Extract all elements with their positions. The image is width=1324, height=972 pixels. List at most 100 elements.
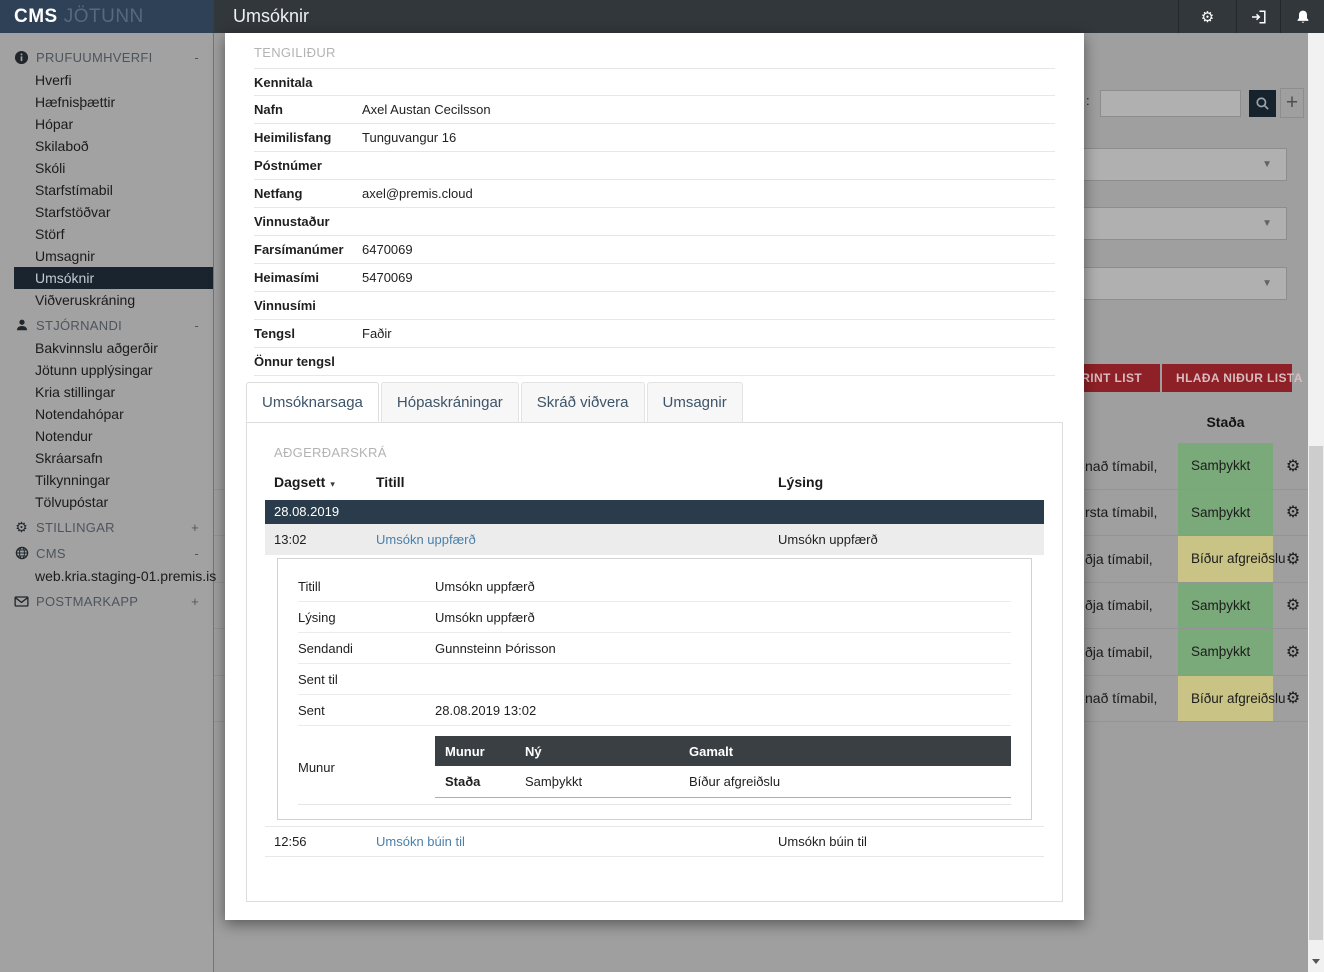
- tab-hopaskraningar[interactable]: Hópaskráningar: [380, 382, 519, 422]
- detail-value: 28.08.2019 13:02: [435, 702, 537, 718]
- entry-title-link[interactable]: Umsókn uppfærð: [376, 532, 476, 547]
- detail-label: Munur: [298, 759, 335, 775]
- collapse-toggle[interactable]: -: [194, 49, 199, 65]
- sidebar-item-web-kria-staging[interactable]: web.kria.staging-01.premis.is: [35, 568, 217, 584]
- entry-title-link[interactable]: Umsókn búin til: [376, 834, 465, 849]
- sidebar-item-storf[interactable]: Störf: [35, 226, 65, 242]
- field-label: Póstnúmer: [254, 158, 322, 173]
- field-label: Kennitala: [254, 74, 313, 90]
- expand-toggle[interactable]: +: [191, 519, 199, 535]
- entry-description: Umsókn uppfærð: [778, 532, 878, 547]
- entry-time: 12:56: [274, 834, 307, 849]
- column-header-lysing[interactable]: Lýsing: [778, 474, 824, 490]
- row-actions-gear-icon[interactable]: ⚙: [1285, 550, 1301, 568]
- notifications-button[interactable]: [1280, 0, 1324, 33]
- row-actions-gear-icon[interactable]: ⚙: [1285, 504, 1301, 522]
- bell-icon: [1295, 9, 1311, 25]
- field-value: axel@premis.cloud: [362, 186, 473, 201]
- sidebar-item-bakvinnslu-adgerdir[interactable]: Bakvinnslu aðgerðir: [35, 340, 158, 356]
- search-input[interactable]: [1100, 90, 1241, 117]
- field-row-tengsl: Tengsl Faðir: [254, 320, 1055, 348]
- search-button[interactable]: [1249, 90, 1276, 117]
- sidebar-item-starfstodvar[interactable]: Starfstöðvar: [35, 204, 111, 220]
- logout-button[interactable]: [1236, 0, 1280, 33]
- tab-umsoknarsaga[interactable]: Umsóknarsaga: [246, 382, 379, 422]
- detail-tabs: Umsóknarsaga Hópaskráningar Skráð viðver…: [246, 382, 1063, 423]
- sidebar-item-notendahopar[interactable]: Notendahópar: [35, 406, 124, 422]
- sidebar-item-hverfi[interactable]: Hverfi: [35, 72, 72, 88]
- sidebar-item-hopar[interactable]: Hópar: [35, 116, 74, 132]
- sidebar-section-label: CMS: [36, 545, 66, 561]
- detail-value: Gunnsteinn Þórisson: [435, 640, 556, 656]
- sidebar-item-umsoknir[interactable]: Umsóknir: [14, 267, 213, 289]
- field-value: 5470069: [362, 270, 413, 285]
- chevron-down-icon: ▼: [1262, 278, 1272, 289]
- detail-label: Sent til: [298, 671, 338, 687]
- sidebar-item-haefnisthaettir[interactable]: Hæfnisþættir: [35, 94, 116, 110]
- sidebar-item-skoli[interactable]: Skóli: [35, 160, 66, 176]
- field-label: Heimasími: [254, 270, 320, 285]
- sidebar: PRUFUUMHVERFI - Hverfi Hæfnisþættir Hópa…: [0, 33, 217, 972]
- status-badge: Bíður afgreiðslu: [1178, 675, 1286, 721]
- sidebar-item-vidveruskraning[interactable]: Viðveruskráning: [35, 292, 136, 308]
- tab-skrad-vidvera[interactable]: Skráð viðvera: [520, 382, 645, 422]
- top-bar: CMS JÖTUNN Umsóknir ⚙: [0, 0, 1324, 33]
- sidebar-item-jotunn-upplysingar[interactable]: Jötunn upplýsingar: [35, 362, 153, 378]
- vertical-scrollbar[interactable]: [1308, 33, 1324, 972]
- column-header-dagsett[interactable]: Dagsett ▾: [274, 474, 335, 490]
- arrow-down-icon: [1312, 958, 1320, 964]
- sidebar-item-tilkynningar[interactable]: Tilkynningar: [35, 472, 110, 488]
- row-actions-gear-icon[interactable]: ⚙: [1285, 597, 1301, 615]
- expand-toggle[interactable]: +: [191, 593, 199, 609]
- sidebar-item-skraarsafn[interactable]: Skráarsafn: [35, 450, 103, 466]
- sidebar-item-tolvupostar[interactable]: Tölvupóstar: [35, 494, 109, 510]
- sign-out-icon: [1251, 9, 1267, 25]
- field-label: Heimilisfang: [254, 130, 332, 145]
- sidebar-item-notendur[interactable]: Notendur: [35, 428, 93, 444]
- tab-content: AÐGERÐARSKRÁ Dagsett ▾ Titill Lýsing 28.0…: [246, 423, 1063, 902]
- tab-umsagnir[interactable]: Umsagnir: [646, 382, 743, 422]
- detail-row-sendandi: Sendandi Gunnsteinn Þórisson: [298, 633, 1011, 664]
- diff-col-ny: Ný: [525, 743, 542, 759]
- download-list-button[interactable]: HLAÐA NIÐUR LISTA: [1162, 364, 1302, 392]
- application-detail-modal: TENGILIÐUR Kennitala Nafn Axel Austan Ce…: [225, 33, 1084, 920]
- action-log-title: AÐGERÐARSKRÁ: [274, 445, 387, 460]
- collapse-toggle[interactable]: -: [194, 317, 199, 333]
- sidebar-item-umsagnir[interactable]: Umsagnir: [35, 248, 95, 264]
- sidebar-section-label: STILLINGAR: [36, 519, 115, 535]
- sidebar-section-stjornandi[interactable]: STJÓRNANDI -: [0, 313, 213, 337]
- scrollbar-thumb[interactable]: [1309, 446, 1323, 940]
- sidebar-section-cms[interactable]: CMS -: [0, 541, 213, 565]
- log-entry: 12:56 Umsókn búin til Umsókn búin til: [265, 826, 1044, 857]
- column-header-titill[interactable]: Titill: [376, 474, 405, 490]
- sidebar-item-starfstimabil[interactable]: Starfstímabil: [35, 182, 113, 198]
- diff-col-munur: Munur: [445, 743, 485, 759]
- sidebar-section-postmarkapp[interactable]: POSTMARKAPP +: [0, 589, 213, 613]
- chevron-down-icon: ▼: [1262, 159, 1272, 170]
- field-row-kennitala: Kennitala: [254, 68, 1055, 96]
- collapse-toggle[interactable]: -: [194, 545, 199, 561]
- sidebar-item-skilabod[interactable]: Skilaboð: [35, 138, 89, 154]
- detail-value: Umsókn uppfærð: [435, 578, 535, 594]
- status-badge: Samþykkt: [1178, 489, 1273, 535]
- row-text: ðja tímabil,: [1085, 597, 1153, 614]
- gear-icon: ⚙: [15, 519, 28, 535]
- field-row-heimasimi: Heimasími 5470069: [254, 264, 1055, 292]
- sidebar-item-kria-stillingar[interactable]: Kria stillingar: [35, 384, 116, 400]
- sidebar-section-prufuumhverfi[interactable]: PRUFUUMHVERFI -: [0, 45, 213, 69]
- add-button[interactable]: +: [1280, 88, 1304, 118]
- page-header: Umsóknir ⚙: [214, 0, 1324, 33]
- settings-button[interactable]: ⚙: [1178, 0, 1236, 33]
- app-logo[interactable]: CMS JÖTUNN: [0, 0, 214, 33]
- table-row[interactable]: nað tímabil, Samþykkt ⚙: [214, 443, 1308, 490]
- sidebar-section-stillingar[interactable]: ⚙ STILLINGAR +: [0, 515, 213, 539]
- row-actions-gear-icon[interactable]: ⚙: [1285, 690, 1301, 708]
- row-actions-gear-icon[interactable]: ⚙: [1285, 457, 1301, 475]
- sort-desc-icon: ▾: [330, 479, 335, 489]
- status-badge: Samþykkt: [1178, 443, 1273, 489]
- scrollbar-down-button[interactable]: [1308, 950, 1324, 972]
- row-actions-gear-icon[interactable]: ⚙: [1285, 643, 1301, 661]
- contact-section-title: TENGILIÐUR: [254, 45, 336, 60]
- detail-label: Sendandi: [298, 640, 353, 656]
- field-row-postnumer: Póstnúmer: [254, 152, 1055, 180]
